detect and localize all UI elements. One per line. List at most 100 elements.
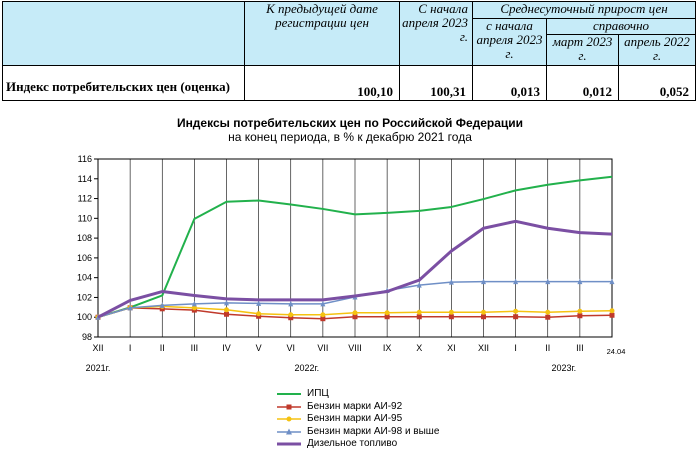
row-label-cpi: Индекс потребительских цен (оценка) <box>2 65 245 101</box>
x-tick-label: IV <box>222 343 231 353</box>
series-point-2 <box>256 311 262 317</box>
series-point-3 <box>320 300 326 307</box>
series-line-4 <box>97 219 613 319</box>
year-label: 2022г. <box>294 363 319 373</box>
legend-swatch-marker <box>286 428 292 434</box>
series-point-3 <box>481 278 486 285</box>
legend-label: Бензин марки АИ-95 <box>307 413 403 424</box>
series-point-3 <box>577 278 583 285</box>
value-avg-april-2022: 0,052 <box>617 65 697 101</box>
header-avg-growth: Среднесуточный прирост цен <box>471 1 697 19</box>
x-tick-label: XI <box>447 343 456 353</box>
series-point-1 <box>545 314 551 320</box>
legend-swatch-marker <box>286 416 292 422</box>
x-tick-label: IX <box>383 343 392 353</box>
series-point-2 <box>191 305 197 311</box>
header-april-2022: апрель 2022 г. <box>617 34 697 66</box>
legend-label: Бензин марки АИ-92 <box>307 400 403 412</box>
series-point-3 <box>416 282 422 288</box>
x-tick-label: V <box>256 343 262 353</box>
header-since-april: С начала апреля 2023 г. <box>399 1 473 66</box>
legend-item: Дизельное топливо <box>275 438 439 450</box>
year-label: 2021г. <box>86 363 111 373</box>
series-point-1 <box>448 314 454 320</box>
series-point-1 <box>416 314 422 320</box>
x-tick-label: VI <box>286 343 295 353</box>
series-point-3 <box>513 278 519 285</box>
x-tick-label: XII <box>478 343 489 353</box>
x-tick-label: III <box>576 343 584 353</box>
series-point-1 <box>288 315 294 321</box>
legend-swatch <box>277 442 301 446</box>
series-point-2 <box>320 312 326 318</box>
legend-swatch <box>277 404 301 409</box>
series-point-2 <box>481 309 486 315</box>
series-point-3 <box>224 299 229 306</box>
x-tick-label: X <box>416 343 422 353</box>
x-tick-label: XII <box>92 343 103 353</box>
y-tick-label: 102 <box>77 292 92 302</box>
series-point-1 <box>320 316 326 322</box>
x-tick-label: I <box>514 343 517 353</box>
legend-item: Бензин марки АИ-98 и выше <box>275 426 439 438</box>
series-point-3 <box>448 279 454 285</box>
year-label: 2023г. <box>551 363 576 373</box>
series-line-0 <box>97 175 613 319</box>
x-tick-label: VII <box>317 343 328 353</box>
legend-item: Бензин марки АИ-92 <box>275 401 439 413</box>
value-prev-date: 100,10 <box>244 65 400 101</box>
header-empty-cell <box>2 1 245 66</box>
x-tick-label: I <box>129 343 132 353</box>
value-since-april: 100,31 <box>399 65 473 101</box>
legend-label: ИПЦ <box>307 388 329 399</box>
y-tick-label: 108 <box>77 233 92 243</box>
x-tick-label: II <box>545 343 550 353</box>
y-tick-label: 112 <box>78 194 92 204</box>
series-point-1 <box>384 314 390 320</box>
chart-legend: ИПЦ Бензин марки АИ-92 Бензин марки АИ-95 Б… <box>275 388 439 451</box>
series-point-1 <box>609 312 615 318</box>
legend-item: ИПЦ <box>275 388 439 400</box>
series-point-2 <box>416 309 422 315</box>
y-tick-label: 114 <box>78 174 92 184</box>
y-tick-label: 104 <box>77 273 92 283</box>
chart-subtitle: на конец периода, в % к декабрю 2021 год… <box>228 130 472 144</box>
x-tick-label: VIII <box>348 343 362 353</box>
series-point-3 <box>288 300 294 307</box>
series-point-3 <box>191 300 197 307</box>
header-march-2023: март 2023 г. <box>546 34 619 66</box>
legend-swatch <box>277 416 301 422</box>
series-point-3 <box>159 302 165 308</box>
y-tick-label: 110 <box>78 213 92 223</box>
series-point-2 <box>288 312 294 318</box>
x-tick-label: II <box>160 343 165 353</box>
series-point-3 <box>256 300 262 306</box>
legend-label: Бензин марки АИ-98 и выше <box>307 425 440 437</box>
series-point-2 <box>609 308 615 314</box>
series-point-3 <box>127 304 133 311</box>
chart-title: Индексы потребительских цен по Российско… <box>176 116 524 130</box>
series-point-2 <box>224 307 229 313</box>
series-point-3 <box>609 278 615 285</box>
series-point-1 <box>577 313 583 319</box>
legend-item: Бензин марки АИ-95 <box>275 413 439 425</box>
summary-table: К предыдущей дате регистрации цен С нача… <box>2 1 697 101</box>
series-point-3 <box>545 278 551 285</box>
x-tick-label: 24.04 <box>607 347 626 356</box>
series-point-2 <box>513 308 519 314</box>
series-point-2 <box>577 308 583 314</box>
y-tick-label: 98 <box>82 332 92 342</box>
legend-swatch-marker <box>286 404 292 409</box>
y-tick-label: 106 <box>77 253 92 263</box>
header-reference: справочно <box>545 18 697 35</box>
value-avg-since-april: 0,013 <box>472 65 547 101</box>
series-point-1 <box>352 314 358 320</box>
x-tick-label: III <box>191 343 199 353</box>
series-point-2 <box>384 310 390 316</box>
series-point-2 <box>352 310 358 316</box>
series-point-2 <box>448 309 454 315</box>
value-avg-march: 0,012 <box>546 65 619 101</box>
series-point-1 <box>513 314 519 320</box>
legend-swatch <box>277 393 301 395</box>
